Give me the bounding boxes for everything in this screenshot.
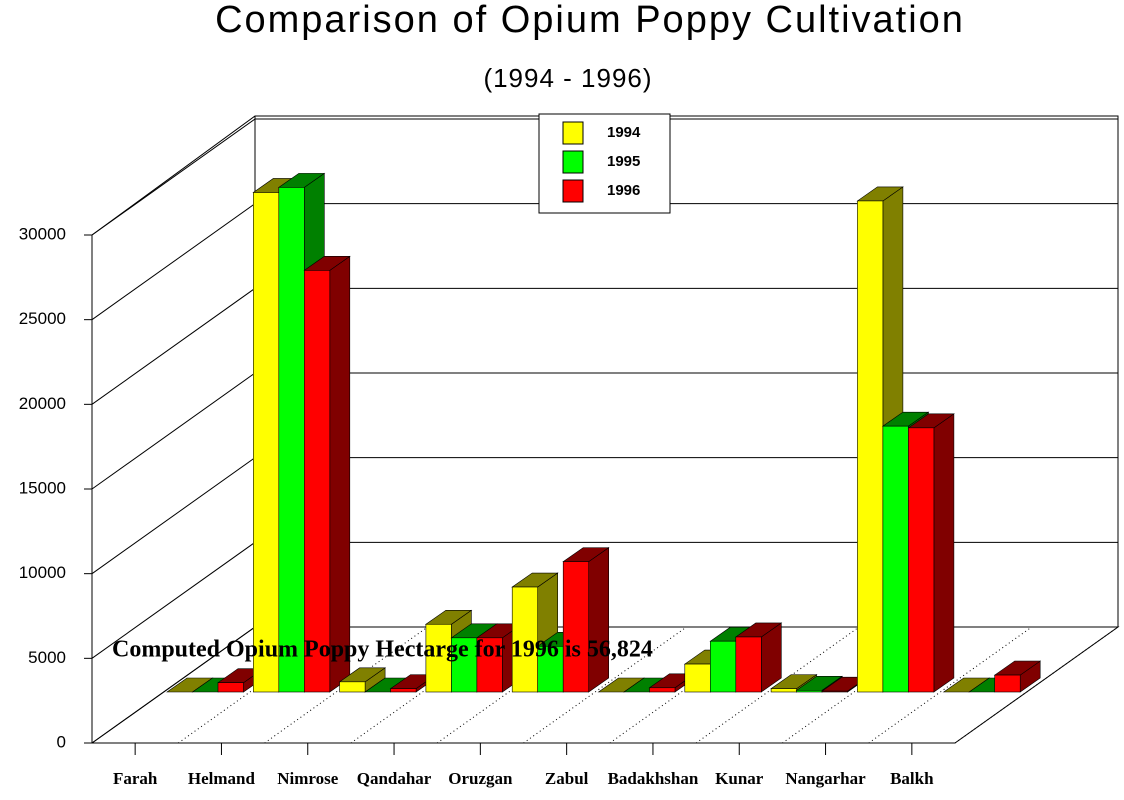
- x-tick-label: Badakhshan: [608, 769, 699, 788]
- legend-swatch: [562, 179, 584, 203]
- grid-line: [91, 541, 256, 659]
- x-tick-label: Oruzgan: [448, 769, 513, 788]
- legend: 1994 1995 1996: [538, 113, 671, 214]
- bar-front: [821, 690, 848, 693]
- legend-label: 1996: [607, 182, 640, 199]
- x-tick-label: Qandahar: [357, 769, 432, 788]
- bar-side: [588, 547, 610, 693]
- bar: [562, 547, 610, 693]
- bar: [907, 413, 955, 693]
- bar-side: [329, 255, 351, 693]
- y-tick-label: 25000: [19, 309, 66, 328]
- floor-line: [868, 626, 1032, 744]
- grid-line: [91, 287, 256, 405]
- grid-line: [91, 626, 256, 744]
- bar-front: [425, 623, 452, 693]
- legend-swatch: [562, 150, 584, 174]
- y-tick-label: 15000: [19, 478, 66, 497]
- bar-side: [933, 413, 955, 693]
- bar-front: [217, 682, 244, 693]
- y-tick-label: 10000: [19, 563, 66, 582]
- bar: [338, 667, 387, 693]
- bar-front: [770, 688, 797, 693]
- chart-subtitle: (1994 - 1996): [483, 63, 652, 93]
- bar-front: [908, 427, 935, 693]
- x-tick-label: Zabul: [545, 769, 589, 788]
- bar-front: [253, 192, 280, 693]
- bar-front: [303, 270, 331, 693]
- x-tick-label: Helmand: [188, 769, 256, 788]
- bar-front: [278, 187, 305, 693]
- bar-front: [649, 687, 676, 693]
- bar-front: [857, 200, 884, 693]
- grid-line: [91, 118, 256, 236]
- x-tick-label: Balkh: [890, 769, 934, 788]
- bar-front: [476, 637, 503, 693]
- legend-label: 1994: [607, 124, 641, 141]
- y-tick-label: 30000: [19, 224, 66, 243]
- bar: [303, 255, 351, 693]
- y-tick-label: 5000: [28, 648, 66, 667]
- floor-line: [523, 626, 687, 744]
- annotation: Computed Opium Poppy Hectarge for 1996 i…: [112, 637, 653, 663]
- bar: [734, 622, 783, 693]
- y-tick-label: 0: [57, 732, 66, 751]
- grid-line: [91, 203, 256, 321]
- bar-front: [735, 636, 762, 693]
- bar-front: [562, 561, 590, 693]
- bar-front: [511, 586, 539, 693]
- bar-front: [796, 690, 823, 693]
- legend-swatch: [562, 121, 584, 145]
- legend-label: 1995: [607, 153, 640, 170]
- bar-front: [390, 688, 417, 693]
- x-tick-label: Nangarhar: [785, 769, 866, 788]
- bar-front: [684, 663, 711, 693]
- bar-front: [339, 681, 366, 693]
- chart-title: Comparison of Opium Poppy Cultivation: [215, 0, 965, 41]
- y-tick-label: 20000: [19, 394, 66, 413]
- grid-line: [91, 372, 256, 490]
- grid-line: [91, 457, 256, 575]
- bar-front: [709, 640, 737, 693]
- x-tick-label: Nimrose: [277, 769, 339, 788]
- x-tick-label: Farah: [113, 769, 158, 788]
- bar-front: [882, 425, 909, 693]
- floor-line: [954, 626, 1119, 744]
- bar-front: [994, 674, 1021, 693]
- x-tick-label: Kunar: [715, 769, 764, 788]
- bar: [993, 660, 1042, 693]
- legend-box: [538, 113, 671, 214]
